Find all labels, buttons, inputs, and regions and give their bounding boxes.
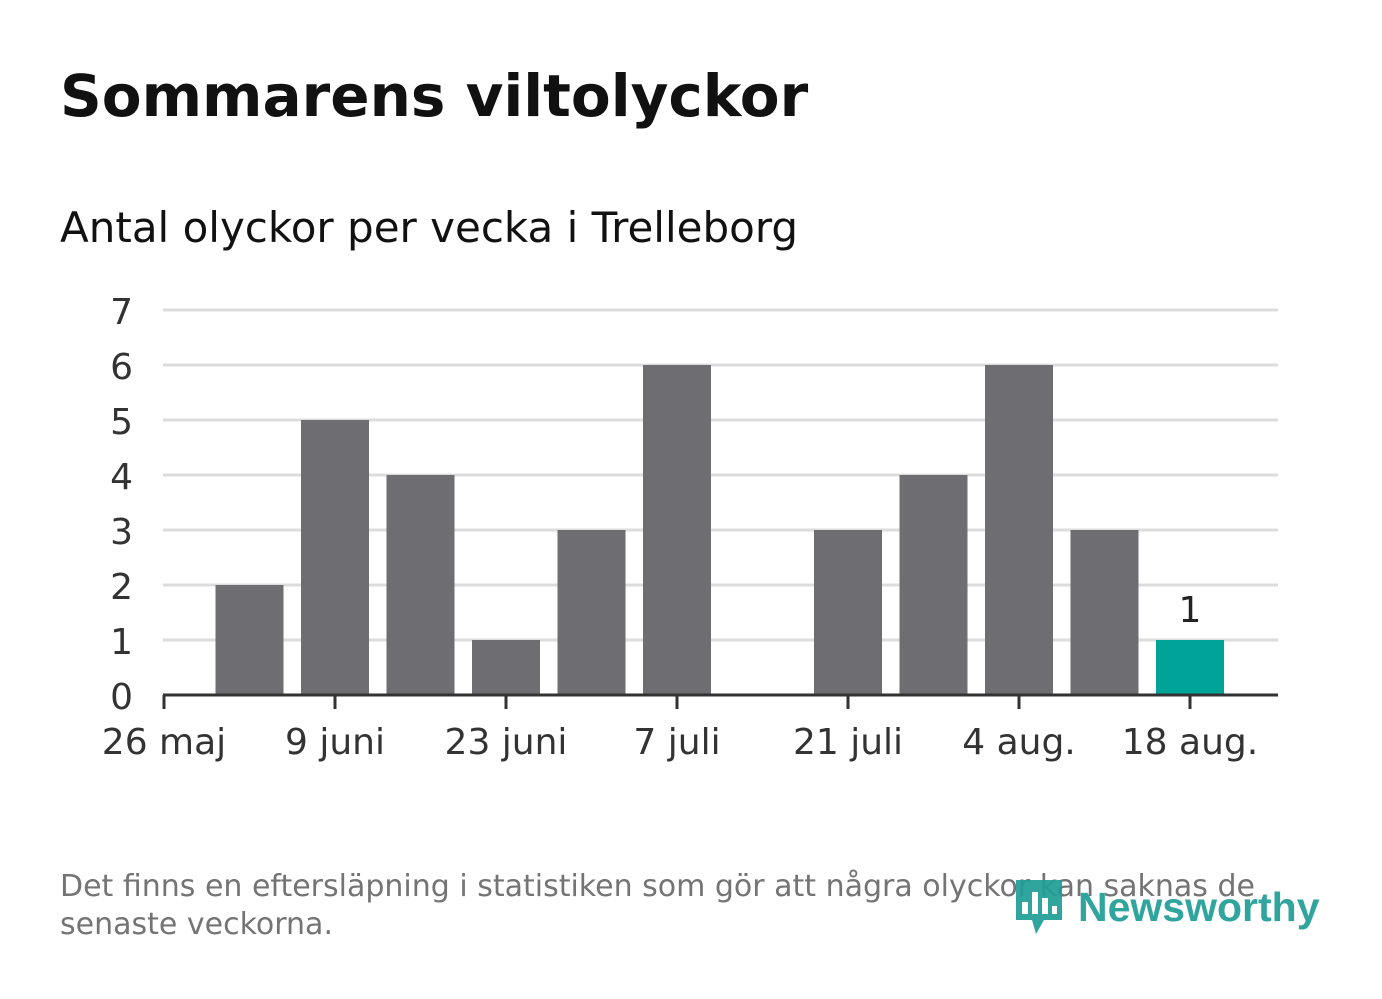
chart-title: Sommarens viltolyckor: [60, 62, 809, 130]
bar: [1070, 530, 1139, 695]
bar: [215, 585, 284, 695]
y-tick-label: 2: [110, 567, 133, 608]
bar: [301, 420, 369, 695]
x-tick-label: 23 juni: [445, 722, 568, 763]
y-tick-label: 5: [110, 402, 133, 443]
x-tick-label: 21 juli: [793, 722, 903, 763]
bar: [557, 530, 626, 695]
y-tick-label: 7: [110, 292, 133, 333]
x-tick-label: 7 juli: [633, 722, 720, 763]
tick-labels: 0 1 2 3 4 5 6 7 1 26 maj 9 juni 23 juni 7 juli 21 jul…: [102, 292, 1258, 763]
bar: [899, 475, 968, 695]
bar: [985, 365, 1053, 695]
y-tick-label: 6: [110, 347, 133, 388]
bars: [215, 365, 1224, 695]
x-tick-label: 26 maj: [102, 722, 226, 763]
y-tick-label: 3: [110, 512, 133, 553]
bar-chart-pin-icon: [1016, 880, 1062, 934]
x-tick-label: 4 aug.: [962, 722, 1076, 763]
bar: [386, 475, 455, 695]
bar: [472, 640, 540, 695]
y-tick-label: 1: [110, 622, 133, 663]
newsworthy-logo: Newsworthy: [1012, 876, 1320, 938]
y-tick-label: 4: [110, 457, 133, 498]
bar: [643, 365, 711, 695]
chart-subtitle: Antal olyckor per vecka i Trelleborg: [60, 203, 799, 252]
axes: [162, 693, 1278, 709]
bar: [1156, 640, 1224, 695]
bar-chart: 0 1 2 3 4 5 6 7 1 26 maj 9 juni 23 juni 7 juli 21 jul…: [102, 292, 1278, 763]
data-label: 1: [1179, 590, 1202, 631]
x-tick-label: 18 aug.: [1122, 722, 1258, 763]
logo-text: Newsworthy: [1078, 883, 1320, 930]
y-tick-label: 0: [110, 677, 133, 718]
x-tick-label: 9 juni: [285, 722, 385, 763]
bar: [814, 530, 882, 695]
